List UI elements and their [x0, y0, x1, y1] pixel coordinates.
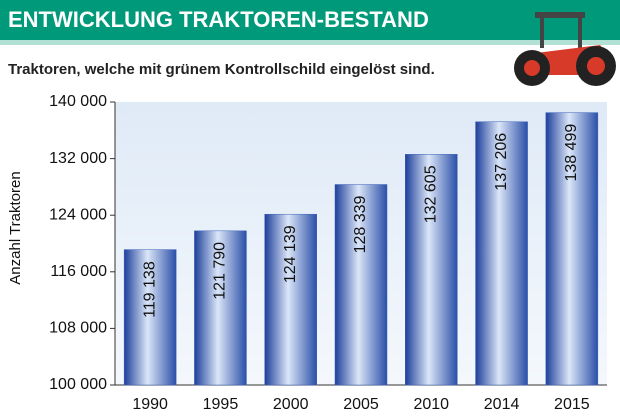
bar	[194, 230, 247, 386]
value-label: 132 605	[423, 165, 440, 223]
y-tick-label: 124 000	[49, 206, 107, 223]
y-tick-label: 116 000	[50, 263, 107, 280]
chart-title: ENTWICKLUNG TRAKTOREN-BESTAND	[8, 7, 429, 32]
value-label: 119 138	[141, 261, 158, 318]
tractor-icon	[514, 12, 616, 86]
x-tick-label: 2005	[343, 396, 379, 413]
y-tick-label: 140 000	[49, 93, 107, 110]
x-tick-label: 1990	[132, 396, 168, 413]
bar	[334, 184, 388, 386]
bar	[405, 154, 458, 386]
chart-subtitle: Traktoren, welche mit grünem Kontrollsch…	[8, 61, 435, 78]
value-label: 121 790	[212, 242, 229, 300]
y-tick-label: 108 000	[49, 320, 107, 337]
x-tick-label: 1995	[203, 396, 239, 413]
header-strip	[0, 40, 620, 45]
bar	[475, 121, 528, 386]
header-band	[0, 0, 620, 40]
bar	[545, 112, 599, 386]
x-tick-label: 2010	[413, 396, 449, 413]
y-tick-label: 132 000	[49, 150, 107, 167]
bar	[123, 249, 177, 386]
value-label: 128 339	[352, 195, 369, 253]
x-tick-label: 2014	[484, 396, 520, 413]
bar	[264, 213, 317, 386]
x-tick-label: 2015	[554, 396, 590, 413]
y-tick-label: 100 000	[49, 376, 107, 393]
y-axis-label: Anzahl Traktoren	[7, 171, 24, 284]
value-label: 124 139	[282, 225, 299, 283]
value-label: 137 206	[493, 133, 510, 191]
x-tick-label: 2000	[273, 396, 309, 413]
value-label: 138 499	[563, 124, 580, 182]
